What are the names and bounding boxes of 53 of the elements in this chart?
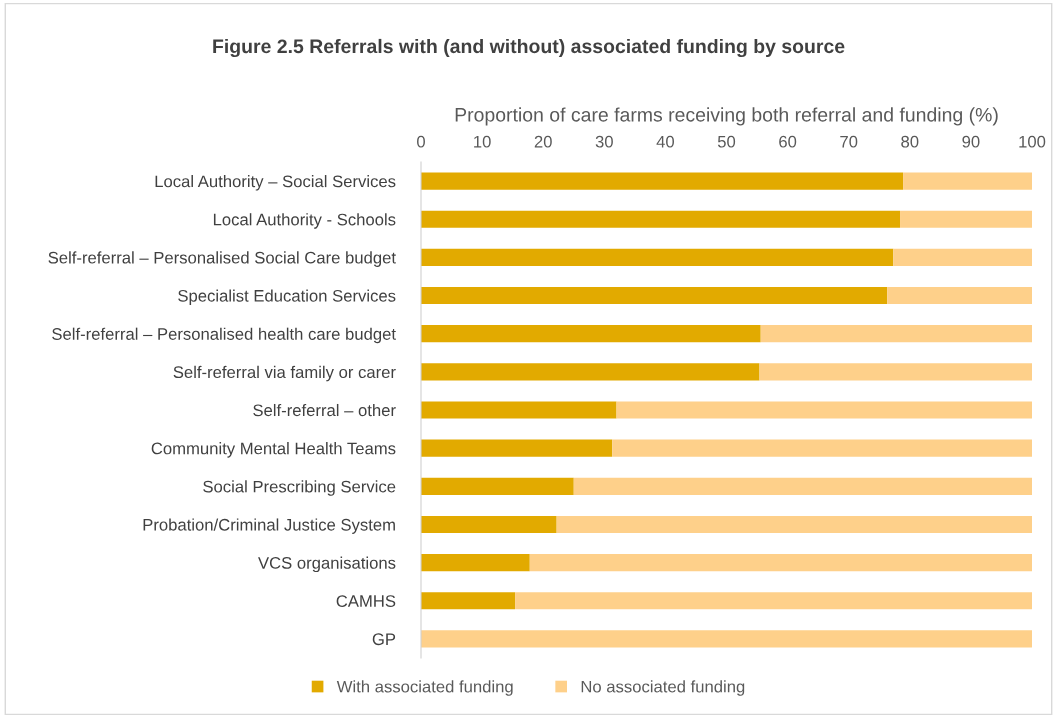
- legend-label: No associated funding: [581, 680, 745, 696]
- bar: [421, 401, 617, 419]
- bar: [421, 592, 516, 610]
- bar: [421, 630, 1032, 648]
- x-tick-label: 30: [595, 135, 613, 148]
- bar: [421, 515, 557, 534]
- bar: [612, 439, 1032, 457]
- bar: [421, 210, 901, 228]
- x-axis-title: Proportion of care farms receiving both referral and funding (%): [455, 107, 998, 126]
- x-tick-label: 80: [901, 135, 919, 148]
- bar: [893, 248, 1032, 266]
- y-tick-label: Probation/Criminal Justice System: [143, 518, 395, 534]
- bar: [515, 592, 1032, 610]
- bar: [887, 286, 1032, 305]
- x-tick-label: 20: [534, 135, 552, 148]
- y-tick-label: Social Prescribing Service: [203, 480, 396, 496]
- chart-title: Figure 2.5 Referrals with (and without) associated funding by source: [213, 38, 845, 58]
- x-tick-label: 90: [962, 135, 980, 148]
- y-tick-label: CAMHS: [336, 595, 396, 607]
- bar: [759, 363, 1032, 381]
- y-tick-label: Community Mental Health Teams: [151, 442, 396, 458]
- y-tick-label: Self-referral – Personalised health care budget: [52, 327, 396, 344]
- bar: [900, 210, 1032, 228]
- bar: [421, 286, 888, 305]
- y-tick-label: Self-referral – other: [253, 403, 396, 417]
- y-tick-label: Self-referral – Personalised Social Care budget: [48, 251, 396, 267]
- y-tick-label: GP: [372, 633, 396, 646]
- y-tick-label: Local Authority - Schools: [213, 213, 396, 229]
- bar: [421, 172, 904, 190]
- bar: [421, 477, 574, 495]
- y-tick-label: Local Authority – Social Services: [155, 175, 396, 191]
- bar: [421, 325, 761, 343]
- y-tick-label: Specialist Education Services: [178, 289, 396, 306]
- x-tick-label: 40: [656, 135, 675, 148]
- legend-label: With associated funding: [336, 680, 513, 696]
- x-tick-label: 50: [717, 135, 736, 148]
- bar: [421, 248, 894, 266]
- bar: [616, 401, 1032, 419]
- x-tick-label: 70: [840, 135, 858, 148]
- bar: [529, 554, 1032, 572]
- y-tick-label: Self-referral via family or carer: [173, 365, 396, 382]
- x-tick-label: 60: [779, 135, 797, 148]
- bar: [421, 439, 613, 457]
- bar: [421, 554, 530, 572]
- bar: [556, 515, 1032, 534]
- bar: [903, 172, 1032, 190]
- bar: [573, 477, 1032, 495]
- x-tick-label: 100: [1019, 135, 1046, 148]
- bar: [760, 325, 1032, 343]
- bar: [421, 363, 760, 381]
- y-tick-label: VCS organisations: [258, 556, 396, 573]
- x-tick-label: 10: [474, 135, 491, 148]
- x-tick-label: 0: [417, 135, 425, 148]
